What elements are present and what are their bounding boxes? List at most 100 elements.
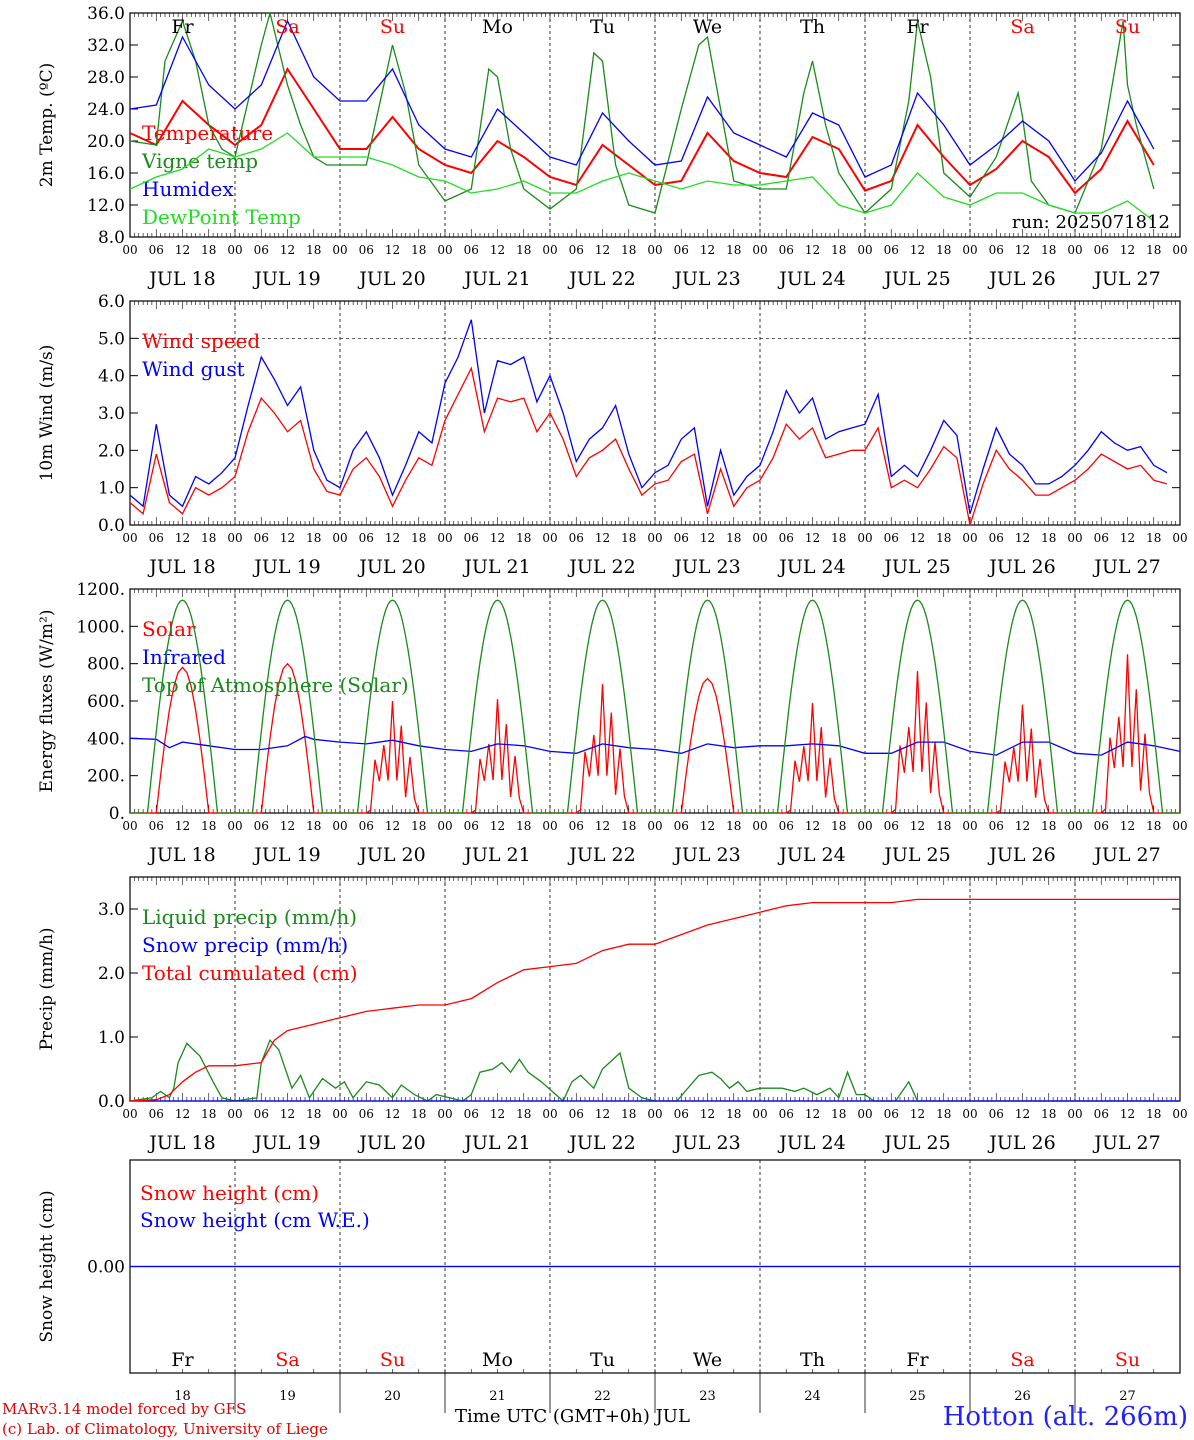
hour-label: 12 (385, 531, 400, 545)
hour-label: 00 (227, 819, 242, 833)
hour-label: 06 (359, 531, 374, 545)
hour-label: 18 (1146, 1107, 1161, 1121)
hour-label: 12 (490, 531, 505, 545)
hour-label: 18 (516, 243, 531, 257)
date-label: JUL 20 (357, 1132, 425, 1154)
hour-label: 00 (962, 243, 977, 257)
day-number: 21 (489, 1389, 506, 1404)
y-axis-title: Energy fluxes (W/m²) (37, 610, 57, 793)
hour-label: 00 (1067, 531, 1082, 545)
y-tick-label: 2.0 (98, 964, 125, 984)
date-label: JUL 25 (882, 844, 950, 866)
hour-label: 06 (1094, 531, 1109, 545)
y-axis-title: 2m Temp. (ºC) (37, 63, 57, 188)
hour-label: 06 (359, 1107, 374, 1121)
panel-4: 00 06 12 18 JUL 18 00 06 12 18 JUL 19 00 06 12 18 JUL … (37, 876, 1188, 1154)
hour-label: 12 (910, 243, 925, 257)
hour-label: 18 (831, 819, 846, 833)
day-number: 22 (594, 1389, 611, 1404)
date-label: JUL 21 (462, 844, 530, 866)
day-name: Fr (171, 1349, 194, 1371)
hour-label: 12 (700, 243, 715, 257)
hour-label: 18 (516, 819, 531, 833)
hour-label: 18 (1146, 531, 1161, 545)
hour-label: 00 (647, 243, 662, 257)
y-tick-label: 0.0 (98, 1092, 125, 1112)
hour-label: 00 (857, 243, 872, 257)
hour-label: 12 (280, 1107, 295, 1121)
y-tick-label: 5.0 (98, 329, 125, 349)
hour-label: 18 (306, 1107, 321, 1121)
hour-label: 18 (831, 243, 846, 257)
day-number: 24 (804, 1389, 821, 1404)
hour-label: 18 (201, 243, 216, 257)
hour-label: 00 (752, 1107, 767, 1121)
hour-label: 06 (464, 243, 479, 257)
hour-label: 00 (1172, 243, 1187, 257)
hour-label: 06 (989, 531, 1004, 545)
hour-label: 12 (910, 819, 925, 833)
date-label: JUL 20 (357, 268, 425, 290)
hour-label: 00 (227, 243, 242, 257)
hour-label: 12 (1015, 1107, 1030, 1121)
hour-label: 06 (1094, 1107, 1109, 1121)
hour-label: 18 (1041, 243, 1056, 257)
series-line-dewpoint-temp (129, 132, 1155, 222)
date-label: JUL 22 (567, 844, 635, 866)
hour-label: 06 (464, 531, 479, 545)
date-label: JUL 25 (882, 1132, 950, 1154)
hour-label: 00 (647, 1107, 662, 1121)
date-label: JUL 26 (987, 1132, 1055, 1154)
hour-label: 00 (332, 1107, 347, 1121)
day-number: 26 (1014, 1389, 1031, 1404)
date-label: JUL 18 (147, 556, 215, 578)
day-number: 23 (699, 1389, 716, 1404)
y-tick-label: 28.0 (87, 68, 125, 88)
date-label: JUL 19 (252, 1132, 320, 1154)
hour-label: 12 (805, 531, 820, 545)
day-name: We (693, 1349, 722, 1371)
hour-label: 12 (1120, 531, 1135, 545)
series-line-liquid-precip-mm-h- (129, 1038, 1180, 1103)
legend-entry: Vigne temp (141, 149, 258, 173)
panel-5: 0.00 Snow height (cm) Snow height (cm) Snow… (37, 1159, 1181, 1413)
hour-label: 18 (411, 243, 426, 257)
hour-label: 18 (831, 531, 846, 545)
y-tick-label: 4.0 (98, 367, 125, 387)
hour-label: 18 (621, 1107, 636, 1121)
legend-entry: Liquid precip (mm/h) (142, 905, 357, 929)
hour-label: 00 (437, 1107, 452, 1121)
legend-entry: Wind gust (142, 357, 245, 381)
hour-label: 12 (805, 819, 820, 833)
date-label: JUL 27 (1092, 1132, 1160, 1154)
hour-label: 06 (569, 531, 584, 545)
hour-label: 12 (175, 1107, 190, 1121)
hour-label: 00 (542, 819, 557, 833)
hour-label: 18 (516, 531, 531, 545)
hour-label: 00 (647, 819, 662, 833)
hour-label: 00 (227, 531, 242, 545)
hour-label: 06 (254, 819, 269, 833)
hour-label: 12 (700, 531, 715, 545)
hour-label: 06 (779, 531, 794, 545)
series-line-humidex (129, 19, 1155, 183)
day-name: Su (1115, 16, 1140, 38)
hour-label: 00 (332, 531, 347, 545)
hour-label: 12 (490, 243, 505, 257)
hour-label: 18 (1146, 819, 1161, 833)
date-label: JUL 27 (1092, 268, 1160, 290)
date-label: JUL 19 (252, 556, 320, 578)
day-name: Fr (171, 16, 194, 38)
hour-label: 12 (595, 819, 610, 833)
hour-label: 06 (989, 819, 1004, 833)
legend-entry: Temperature (142, 121, 273, 145)
hour-label: 18 (201, 1107, 216, 1121)
date-label: JUL 20 (357, 844, 425, 866)
y-tick-label: 12.0 (87, 196, 125, 216)
hour-label: 06 (1094, 243, 1109, 257)
hour-label: 06 (149, 243, 164, 257)
hour-label: 06 (779, 1107, 794, 1121)
hour-label: 06 (674, 531, 689, 545)
hour-label: 00 (1067, 243, 1082, 257)
hour-label: 18 (726, 243, 741, 257)
